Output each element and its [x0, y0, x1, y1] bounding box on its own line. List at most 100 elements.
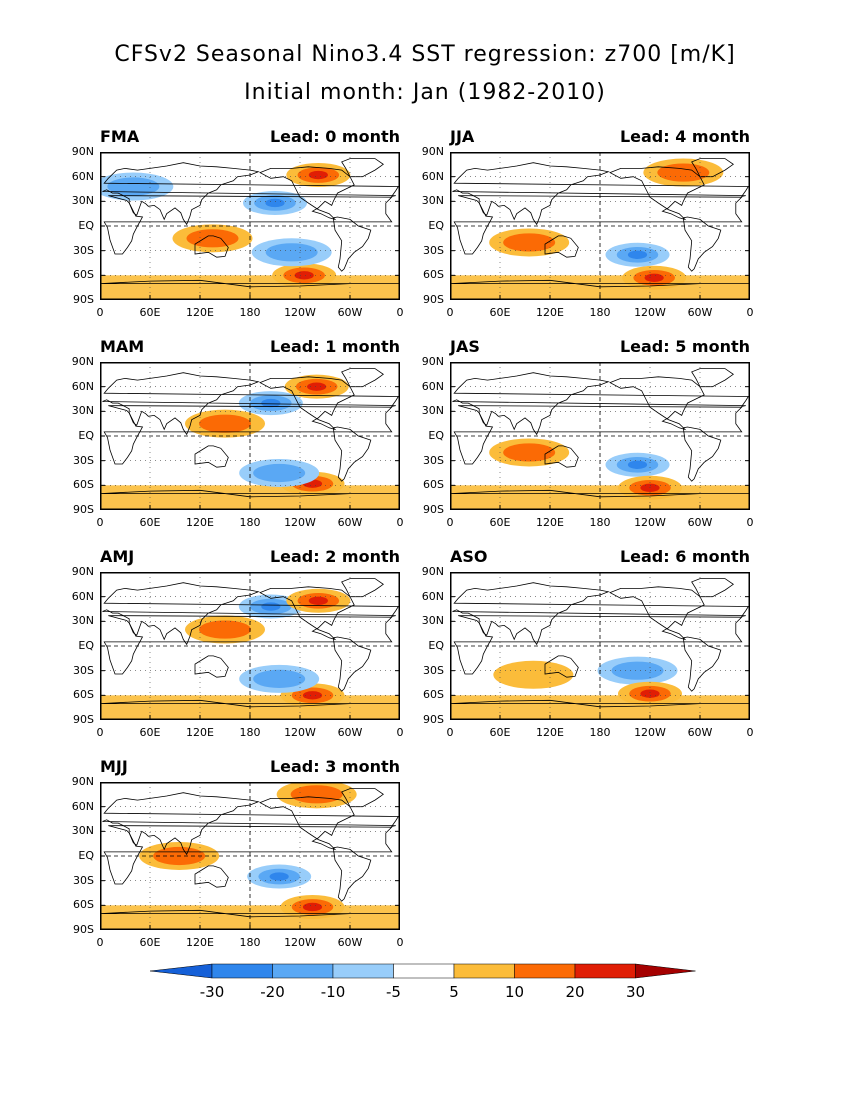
coastline: [450, 699, 750, 708]
coastline: [259, 796, 355, 851]
x-tick-label: 60E: [489, 516, 511, 529]
map-panel-jas: JAS Lead: 5 month 90N 60N 30N EQ 30S 60S 90S 0 60E…: [422, 337, 754, 529]
x-tick-label: 120W: [284, 516, 316, 529]
x-tick-label: 0: [396, 726, 404, 739]
x-tick-label: 60W: [337, 726, 363, 739]
coastline: [682, 216, 722, 272]
panel-season-label: ASO: [450, 547, 488, 566]
colorbar-label: 20: [565, 983, 585, 1001]
panel-season-label: JAS: [450, 337, 480, 356]
y-tick-label: 60S: [423, 478, 444, 492]
colorbar-label: -10: [320, 983, 346, 1001]
x-tick-label: 60E: [139, 306, 161, 319]
colorbar-segment: [453, 963, 515, 979]
anomaly-contour: [199, 414, 251, 433]
y-tick-label: 30S: [423, 453, 444, 467]
x-tick-label: 120W: [634, 726, 666, 739]
coastline: [259, 166, 355, 221]
panel-lead-label: Lead: 5 month: [619, 337, 750, 356]
x-tick-label: 120E: [186, 936, 214, 949]
y-tick-label: 30N: [71, 404, 94, 418]
x-tick-label: 120W: [634, 306, 666, 319]
y-tick-label: EQ: [428, 429, 444, 442]
coastline: [341, 578, 385, 598]
panel-lead-label: Lead: 0 month: [269, 127, 400, 146]
panel-lead-label: Lead: 2 month: [269, 547, 400, 566]
anomaly-core: [640, 689, 660, 698]
anomaly-core: [302, 691, 323, 700]
x-tick-label: 180: [239, 936, 261, 949]
y-tick-label: 90N: [421, 145, 444, 158]
y-tick-label: 30S: [423, 243, 444, 257]
x-tick-label: 120E: [186, 306, 214, 319]
x-tick-label: 0: [446, 516, 454, 529]
coastline: [102, 372, 400, 436]
colorbar-label: 10: [504, 983, 525, 1001]
y-tick-label: 90S: [73, 713, 94, 726]
x-tick-label: 120E: [186, 726, 214, 739]
coastline: [691, 368, 735, 388]
coastline: [450, 489, 750, 498]
y-tick-label: 30N: [421, 194, 444, 208]
x-tick-label: 0: [96, 516, 104, 529]
coastline: [452, 372, 750, 436]
coastline: [609, 376, 705, 431]
colorbar-segment: [272, 963, 334, 979]
coastline: [332, 846, 372, 902]
coastline: [544, 235, 579, 258]
coastline: [102, 792, 400, 856]
map-panel-mjj: MJJ Lead: 3 month 90N 60N 30N EQ 30S 60S 90S 0 60E…: [72, 757, 404, 949]
coastline: [452, 162, 750, 226]
anomaly-contour: [503, 233, 556, 252]
x-tick-label: 120E: [536, 516, 564, 529]
colorbar-segment: [514, 963, 576, 979]
colorbar-segment: [393, 963, 455, 979]
y-tick-label: 60S: [73, 898, 94, 912]
y-tick-label: 90S: [423, 503, 444, 516]
map-panel-mam: MAM Lead: 1 month 90N 60N 30N EQ 30S 60S 90S 0 60E…: [72, 337, 404, 529]
regression-map: [450, 572, 750, 720]
y-tick-label: 90N: [71, 145, 94, 158]
anomaly-contour: [199, 620, 251, 639]
y-tick-label: 30N: [71, 614, 94, 628]
y-tick-label: 60N: [421, 379, 444, 393]
regression-map: [450, 362, 750, 510]
y-tick-label: 90S: [423, 713, 444, 726]
coastline: [102, 582, 400, 646]
panel-season-label: FMA: [100, 127, 140, 146]
coastline: [100, 909, 400, 918]
x-tick-label: 0: [96, 936, 104, 949]
y-tick-label: 90S: [73, 923, 94, 936]
y-tick-label: 60N: [71, 169, 94, 183]
x-tick-label: 60E: [139, 516, 161, 529]
anomaly-core: [307, 382, 327, 391]
coastline: [194, 235, 229, 258]
coastline: [100, 489, 400, 498]
y-tick-label: 60S: [73, 478, 94, 492]
x-tick-label: 60E: [139, 936, 161, 949]
panel-season-label: MAM: [100, 337, 145, 356]
y-tick-label: 30N: [71, 824, 94, 838]
panel-lead-label: Lead: 4 month: [619, 127, 750, 146]
anomaly-core: [265, 198, 285, 208]
panel-season-label: JJA: [450, 127, 475, 146]
panel-season-label: MJJ: [100, 757, 128, 776]
coastline: [332, 636, 372, 692]
coastline: [259, 586, 355, 641]
panel-lead-label: Lead: 1 month: [269, 337, 400, 356]
coastline: [103, 825, 393, 885]
y-tick-label: 30N: [421, 404, 444, 418]
anomaly-contour: [290, 785, 343, 804]
y-tick-label: 90S: [73, 503, 94, 516]
y-tick-label: 30S: [73, 873, 94, 887]
anomaly-contour: [503, 443, 556, 462]
anomaly-core: [308, 596, 328, 605]
y-tick-label: EQ: [78, 639, 94, 652]
panel-lead-label: Lead: 3 month: [269, 757, 400, 776]
x-tick-label: 0: [396, 306, 404, 319]
x-tick-label: 180: [589, 726, 611, 739]
y-tick-label: EQ: [78, 219, 94, 232]
coastline: [102, 162, 400, 226]
regression-map: [450, 152, 750, 300]
colorbar-arrow-low: [150, 963, 213, 979]
